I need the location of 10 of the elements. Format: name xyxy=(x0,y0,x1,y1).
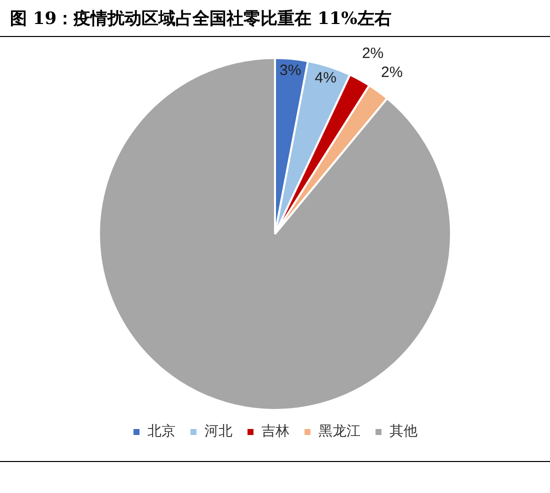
legend-label: 北京 xyxy=(148,424,176,440)
data-label: 3% xyxy=(280,62,302,80)
chart-title: 图 19：疫情扰动区域占全国社零比重在 11%左右 xyxy=(0,0,550,37)
data-label: 4% xyxy=(314,69,336,86)
legend-label: 河北 xyxy=(204,424,232,440)
legend-label: 其他 xyxy=(390,424,418,440)
legend-label: 吉林 xyxy=(262,424,290,440)
legend-label: 黑龙江 xyxy=(318,424,360,440)
data-label: 2% xyxy=(381,64,403,82)
data-label: 2% xyxy=(362,44,384,62)
